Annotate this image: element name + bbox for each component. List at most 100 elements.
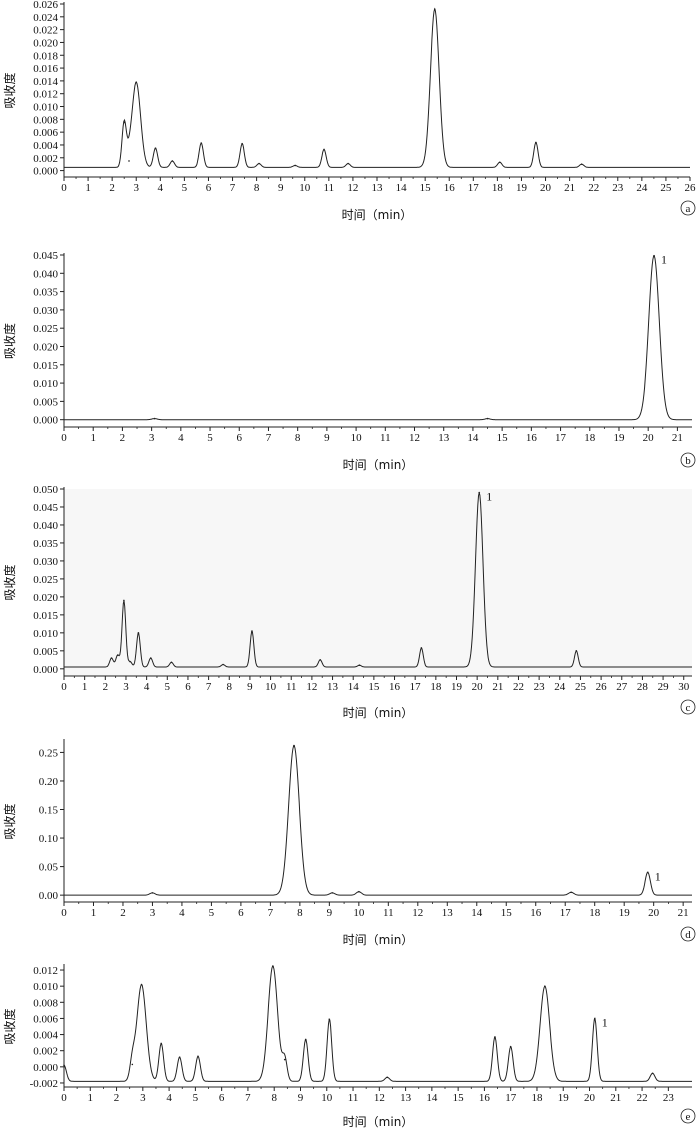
panel-a-x-tick-label: 6 [206, 182, 212, 194]
panel-a-peak-point [123, 121, 125, 124]
panel-c-peak-point [575, 650, 578, 652]
panel-e-peak-point [304, 1038, 307, 1041]
panel-d-peak-point [331, 892, 334, 894]
panel-c-y-tick-label: 0.035 [33, 538, 58, 550]
panel-c-x-tick-label: 15 [368, 681, 380, 693]
panel-c-x-tick-label: 7 [206, 681, 212, 693]
panel-e-trace [63, 965, 692, 1082]
panel-d-trace [64, 745, 692, 896]
panel-a-x-tick-label: 25 [660, 182, 672, 194]
panel-a-y-tick-label: 0.014 [33, 76, 58, 88]
panel-a-peak-point [154, 147, 157, 149]
panel-e-peak-point [651, 1072, 654, 1075]
panel-c-trace [64, 492, 692, 668]
panel-e-y-tick-label: 0.012 [33, 965, 58, 977]
panel-a-y-tick-label: 0.010 [33, 102, 58, 114]
panel-a-x-tick-label: 11 [324, 182, 335, 194]
panel-a-y-tick-label: 0.002 [33, 153, 58, 165]
panel-c-y-tick-label: 0.020 [33, 592, 58, 604]
panel-b-x-tick-label: 1 [90, 432, 96, 444]
panel-c-x-tick-label: 3 [123, 681, 129, 693]
panel-c-x-tick-label: 5 [165, 681, 171, 693]
panel-e-peak-point [593, 1017, 596, 1020]
panel-d-x-tick-label: 2 [120, 907, 126, 919]
panel-c-peak-point [319, 659, 321, 661]
panel-e-x-tick-label: 23 [663, 1092, 675, 1104]
panel-a-peak-point [323, 148, 325, 151]
panel-b-y-tick-label: 0.010 [33, 378, 58, 390]
panel-b-y-tick-label: 0.045 [33, 250, 58, 262]
panel-c-y-axis-title: 吸收度 [2, 564, 17, 600]
panel-e-y-tick-label: -0.002 [30, 1078, 58, 1090]
panel-d-x-tick-label: 11 [383, 907, 394, 919]
panel-d-x-axis-title: 时间（min） [343, 933, 414, 947]
panel-c-letter-circle [680, 699, 696, 715]
panel-c-peak-point [170, 661, 173, 664]
panel-a-y-tick-label: 0.008 [33, 114, 58, 126]
panel-c-peak-point [110, 657, 113, 659]
panel-e: 0 1 2 3 4 5 6 7 8 9 10 11 12 13 14 15 16 17 18 19 20 21 22 23-0… [2, 964, 696, 1129]
panel-a-x-tick-label: 18 [492, 182, 504, 194]
panel-c-peak-point [478, 491, 481, 494]
panel-c-x-tick-label: 28 [637, 681, 649, 693]
panel-e-peak-point [509, 1045, 512, 1048]
panel-a-y-tick-label: 0.022 [33, 25, 58, 37]
panel-d-x-tick-label: 8 [297, 907, 303, 919]
panel-d-x-tick-label: 0 [61, 907, 67, 919]
panel-e-panel-letter: e [686, 1111, 691, 1123]
panel-c-x-tick-label: 10 [265, 681, 277, 693]
panel-b-x-tick-label: 17 [555, 432, 567, 444]
panel-b-trace [64, 255, 692, 421]
panel-b-panel-letter: b [685, 455, 691, 467]
panel-c-peak-point [222, 663, 224, 666]
panel-a-y-tick-label: 0.016 [33, 63, 58, 75]
panel-b-x-tick-label: 3 [149, 432, 155, 444]
panel-b-x-tick-label: 18 [584, 432, 596, 444]
panel-a-x-tick-label: 24 [636, 182, 648, 194]
panel-e-x-tick-label: 0 [61, 1092, 67, 1104]
panel-c-peak-point [123, 599, 125, 602]
panel-a-x-tick-label: 2 [109, 182, 115, 194]
panel-c-x-tick-label: 25 [575, 681, 587, 693]
panel-b-peak-label: 1 [661, 253, 667, 267]
panel-e-peak-point [160, 1042, 163, 1045]
panel-c-plot-background [64, 489, 692, 676]
panel-c-x-tick-label: 26 [596, 681, 608, 693]
panel-a-x-tick-label: 23 [612, 182, 624, 194]
panel-d-x-tick-label: 5 [209, 907, 215, 919]
panel-e-peak-point [63, 1064, 65, 1067]
panel-b-peak-point [486, 417, 489, 420]
panel-c-peak-point [129, 660, 131, 663]
panel-b-x-tick-label: 13 [438, 432, 450, 444]
panel-b-y-tick-label: 0.000 [33, 415, 58, 427]
panel-a-peak-point [135, 81, 138, 83]
panel-c-x-tick-label: 22 [513, 681, 524, 693]
panel-e-x-axis-title: 时间（min） [343, 1115, 414, 1129]
panel-a-x-tick-label: 26 [685, 182, 697, 194]
panel-b-x-tick-label: 2 [120, 432, 126, 444]
panel-a-x-tick-label: 7 [230, 182, 236, 194]
panel-c-peak-label: 1 [486, 490, 492, 504]
panel-d: 0 1 2 3 4 5 6 7 8 9 10 11 12 13 14 15 16 17 18 19 20 210.000.… [2, 739, 696, 947]
panel-a-peak-point [128, 160, 130, 162]
panel-b-x-tick-label: 21 [672, 432, 683, 444]
panel-d-peak-point [151, 892, 154, 894]
panel-a-peak-point [241, 142, 243, 145]
panel-e-x-tick-label: 9 [298, 1092, 304, 1104]
panel-e-y-tick-label: 0.000 [33, 1062, 58, 1074]
panel-b-y-axis-title: 吸收度 [2, 323, 17, 359]
panel-a-peak-point [294, 164, 296, 167]
panel-d-x-tick-label: 3 [150, 907, 156, 919]
panel-a-x-tick-label: 21 [564, 182, 575, 194]
panel-d-y-tick-label: 0.15 [39, 805, 59, 817]
panel-d-y-tick-label: 0.05 [39, 862, 59, 874]
panel-b-x-axis-title: 时间（min） [343, 458, 414, 472]
panel-c-y-tick-label: 0.040 [33, 520, 58, 532]
panel-a-peak-point [347, 162, 349, 165]
panel-b-x-tick-label: 10 [351, 432, 363, 444]
panel-c-x-tick-label: 9 [247, 681, 253, 693]
panel-c-y-tick-label: 0.005 [33, 646, 58, 658]
panel-d-x-tick-label: 17 [560, 907, 572, 919]
panel-c-x-tick-label: 23 [534, 681, 546, 693]
panel-e-peak-label: 1 [602, 1015, 608, 1029]
